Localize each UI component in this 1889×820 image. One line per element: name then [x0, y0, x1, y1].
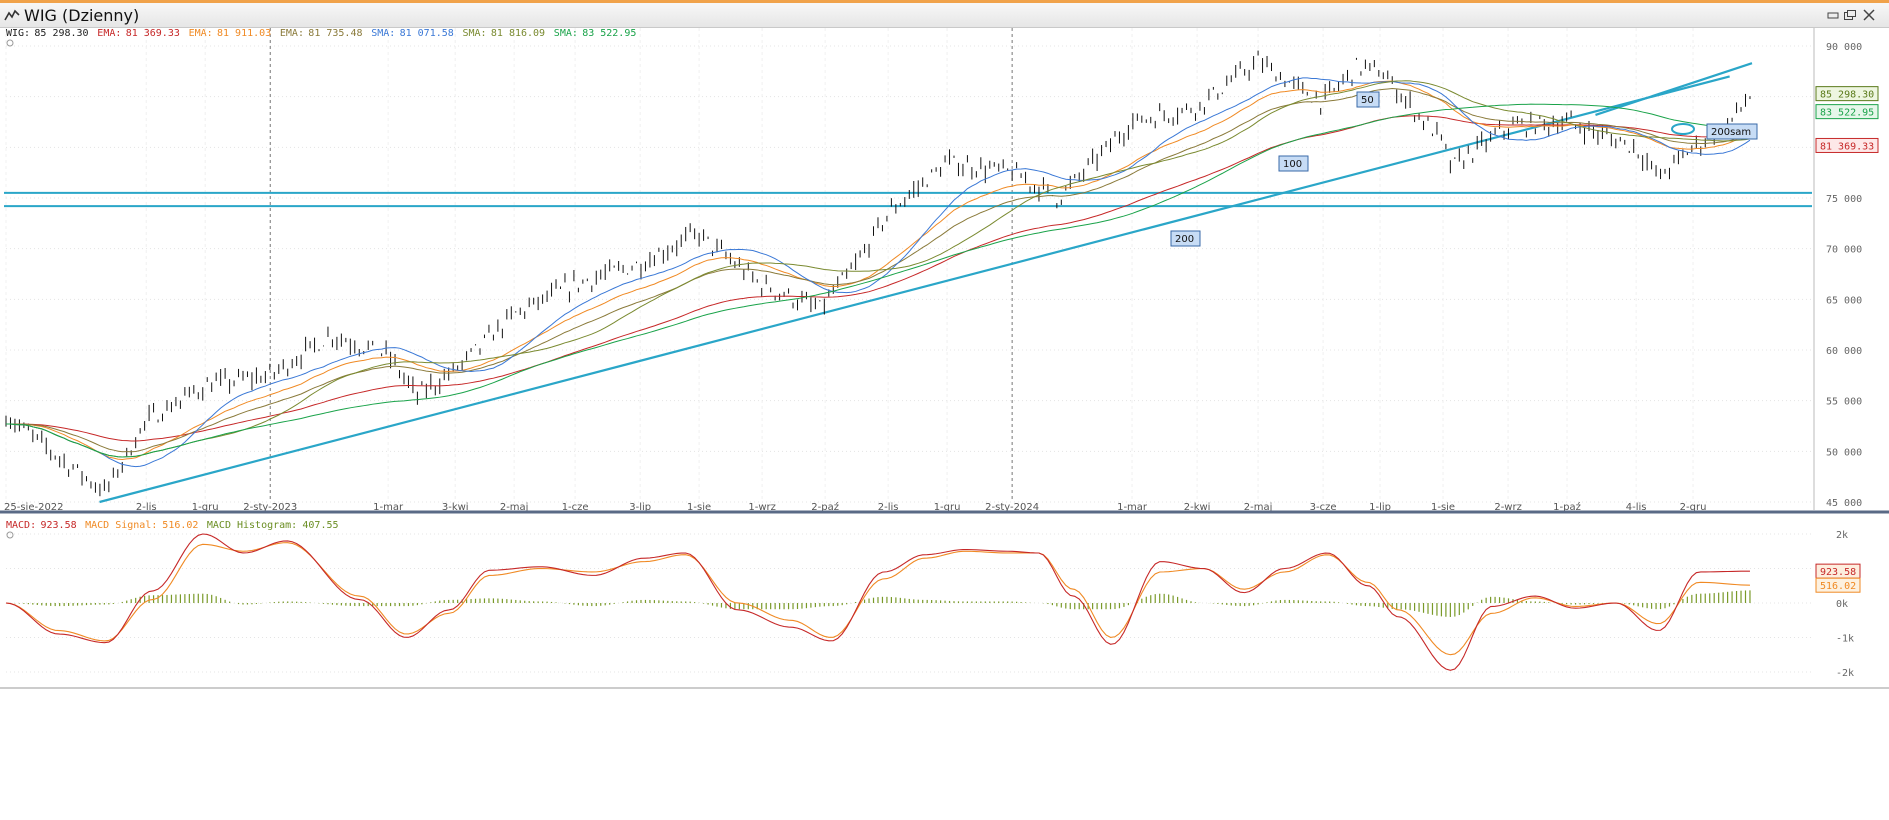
macd-legend-value: 516.02: [162, 520, 198, 531]
price-y-tick-label: 60 000: [1826, 346, 1862, 357]
macd-line: [5, 533, 1750, 671]
price-legend-value: 81 071.58: [400, 28, 454, 39]
panel-settings-icon[interactable]: [6, 531, 14, 539]
x-tick-label: 3-kwi: [442, 502, 469, 513]
x-tick-label: 2-lis: [136, 502, 157, 513]
ma-50-label-box: [1356, 91, 1380, 108]
x-tick-label: 1-sie: [1431, 502, 1455, 513]
price-y-tick-label: 65 000: [1826, 295, 1862, 306]
macd-tag-label: 923.58: [1820, 567, 1856, 578]
price-legend-value: 85 298.30: [34, 28, 88, 39]
x-tick-label: 2-sty-2024: [985, 502, 1039, 513]
price-legend-label: EMA:: [280, 28, 304, 39]
macd-y-tick-label: -2k: [1836, 668, 1854, 679]
price-y-tick-label: 70 000: [1826, 245, 1862, 256]
x-tick-label: 1-wrz: [748, 502, 776, 513]
price-tag-label: 81 369.33: [1820, 141, 1874, 152]
macd-signal-line: [5, 542, 1750, 656]
x-tick-label: 1-mar: [373, 502, 404, 513]
macd-legend-value: 407.55: [302, 520, 338, 531]
ma-200sam-label: 200sam: [1711, 127, 1751, 138]
x-tick-label: 1-mar: [1117, 502, 1148, 513]
minimize-icon[interactable]: [1826, 9, 1840, 21]
restore-icon[interactable]: [1843, 9, 1857, 21]
price-tag-box: [1815, 104, 1879, 120]
close-icon[interactable]: [1862, 9, 1876, 21]
x-tick-label: 2-paź: [811, 501, 839, 513]
x-tick-label: 1-lip: [1369, 502, 1391, 513]
x-tick-label: 3-lip: [629, 502, 651, 513]
x-tick-label: 2-sty-2023: [243, 502, 297, 513]
window-top-accent: [0, 0, 1889, 3]
macd-panel[interactable]: 25-sie-20222-lis1-gru2-sty-20231-mar3-kw…: [0, 516, 1889, 688]
x-tick-label: 2-gru: [1680, 502, 1707, 513]
price-y-tick-label: 55 000: [1826, 397, 1862, 408]
macd-legend-label: MACD Histogram:: [207, 520, 297, 531]
highlight-circle: [1671, 123, 1695, 135]
sma-50-line: [5, 77, 1751, 468]
price-y-tick-label: 90 000: [1826, 42, 1862, 53]
ma-200sam-label-box: [1706, 123, 1758, 140]
price-legend-value: 83 522.95: [582, 28, 636, 39]
chart-app-icon: [4, 9, 20, 21]
macd-legend-label: MACD Signal:: [85, 520, 157, 531]
macd-tag-box: [1815, 577, 1861, 593]
price-legend-label: SMA:: [554, 28, 578, 39]
x-tick-label: 2-kwi: [1184, 502, 1211, 513]
ma-200-label: 200: [1175, 234, 1194, 245]
price-y-tick-label: 75 000: [1826, 194, 1862, 205]
x-tick-label: 2-lis: [878, 502, 899, 513]
ema-line-red: [5, 115, 1751, 442]
price-legend-value: 81 816.09: [491, 28, 545, 39]
window-title: WIG (Dzienny): [24, 6, 140, 25]
price-legend-value: 81 735.48: [308, 28, 362, 39]
price-y-tick-label: 45 000: [1826, 498, 1862, 509]
ma-100-label: 100: [1283, 159, 1302, 170]
price-legend-label: SMA:: [371, 28, 395, 39]
x-tick-label: 4-lis: [1626, 502, 1647, 513]
sma-100-line: [5, 80, 1751, 458]
price-legend-label: SMA:: [463, 28, 487, 39]
price-panel-bg: [0, 28, 1889, 510]
macd-y-tick-label: 2k: [1836, 530, 1848, 541]
price-y-tick-label: 50 000: [1826, 447, 1862, 458]
price-tag-label: 83 522.95: [1820, 108, 1874, 119]
x-tick-label: 1-gru: [192, 502, 219, 513]
macd-tag-label: 516.02: [1820, 581, 1856, 592]
price-legend-value: 81 911.03: [217, 28, 271, 39]
macd-y-tick-label: 0k: [1836, 599, 1848, 610]
x-tick-label: 25-sie-2022: [4, 502, 64, 513]
x-tick-label: 1-cze: [562, 502, 589, 513]
sma-200-line: [5, 103, 1750, 458]
uptrend-line: [99, 75, 1730, 504]
x-tick-label: 2-maj: [500, 502, 529, 513]
price-tag-label: 85 298.30: [1820, 90, 1874, 101]
price-legend-label: WIG:: [6, 28, 30, 39]
window-titlebar: WIG (Dzienny): [0, 3, 1889, 28]
macd-legend-value: 923.58: [41, 520, 77, 531]
price-tag-box: [1815, 86, 1879, 102]
price-legend-value: 81 369.33: [126, 28, 180, 39]
ma-200-label-box: [1170, 230, 1201, 247]
x-tick-label: 3-cze: [1310, 502, 1337, 513]
x-tick-label: 2-maj: [1244, 502, 1273, 513]
x-tick-label: 2-wrz: [1494, 502, 1522, 513]
panel-settings-icon[interactable]: [6, 39, 14, 47]
macd-legend-label: MACD:: [6, 520, 36, 531]
resistance-trend-line: [1595, 62, 1753, 116]
x-tick-label: 1-paź: [1553, 501, 1581, 513]
x-tick-label: 1-gru: [934, 502, 961, 513]
ma-50-label: 50: [1361, 95, 1374, 106]
price-legend-label: EMA:: [189, 28, 213, 39]
price-tag-box: [1815, 137, 1879, 153]
x-tick-label: 1-sie: [687, 502, 711, 513]
ma-100-label-box: [1278, 155, 1309, 172]
macd-y-tick-label: -1k: [1836, 634, 1854, 645]
price-legend-label: EMA:: [97, 28, 121, 39]
